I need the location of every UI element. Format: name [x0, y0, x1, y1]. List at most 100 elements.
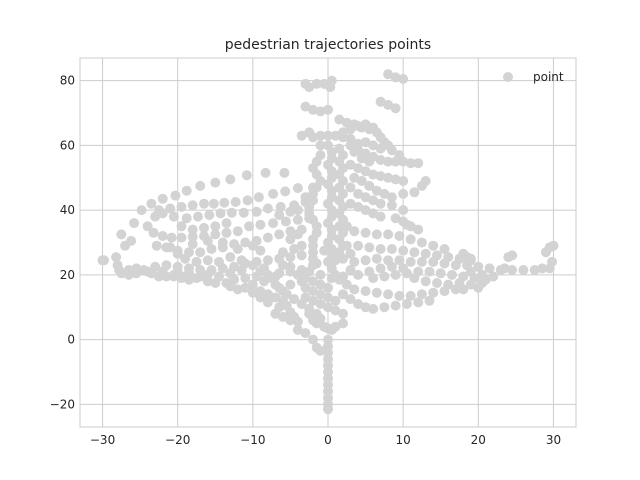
data-point: [168, 211, 179, 222]
y-tick-label: 20: [60, 268, 75, 282]
data-point: [289, 244, 300, 254]
legend: point: [503, 70, 564, 84]
data-point: [150, 261, 161, 272]
legend-label-point: point: [533, 70, 564, 84]
data-point: [187, 200, 198, 211]
data-point: [225, 174, 236, 185]
data-point: [345, 124, 356, 135]
data-point: [308, 334, 318, 345]
data-point: [338, 271, 348, 282]
data-point: [166, 232, 177, 243]
data-point: [262, 289, 273, 300]
data-point: [311, 258, 322, 269]
data-point: [259, 263, 270, 274]
data-point: [360, 205, 371, 216]
data-point: [208, 198, 219, 209]
data-point: [428, 287, 439, 298]
data-point: [375, 171, 386, 182]
data-point: [157, 231, 168, 241]
data-point: [296, 276, 307, 287]
data-point: [364, 242, 375, 253]
data-point: [195, 247, 206, 258]
chart-title: pedestrian trajectories points: [225, 37, 431, 53]
data-point: [375, 198, 386, 209]
data-point: [341, 240, 352, 251]
data-point: [323, 404, 333, 415]
data-point: [180, 253, 191, 264]
data-point: [420, 176, 431, 186]
data-point: [315, 130, 326, 141]
data-point: [353, 269, 364, 280]
data-point: [191, 256, 202, 267]
data-point: [242, 195, 253, 206]
data-point: [225, 252, 236, 263]
data-point: [168, 269, 179, 280]
data-point: [277, 260, 288, 271]
data-point: [315, 269, 326, 280]
data-point: [405, 290, 416, 301]
data-point: [386, 192, 397, 203]
data-point: [232, 244, 243, 254]
data-point: [390, 103, 401, 114]
data-point: [420, 276, 431, 287]
data-point: [199, 198, 209, 209]
data-point: [507, 250, 518, 261]
data-point: [300, 292, 311, 303]
data-point: [353, 138, 364, 149]
data-point: [285, 279, 296, 290]
data-point: [210, 221, 221, 232]
data-point: [360, 255, 371, 266]
data-point: [390, 269, 401, 280]
data-point: [202, 269, 213, 280]
data-point: [268, 218, 279, 229]
data-point: [405, 221, 416, 232]
data-point: [142, 221, 153, 232]
data-point: [383, 156, 394, 167]
data-point: [379, 271, 390, 282]
data-point: [323, 104, 333, 115]
data-point: [292, 214, 303, 225]
data-point: [386, 200, 397, 211]
data-point: [383, 229, 394, 240]
data-point: [270, 271, 281, 282]
data-point: [345, 198, 356, 209]
data-point: [473, 261, 484, 272]
data-point: [341, 279, 352, 290]
data-point: [251, 206, 262, 217]
data-point: [195, 180, 206, 191]
data-point: [383, 99, 394, 110]
data-point: [240, 237, 251, 248]
data-point: [405, 256, 416, 267]
data-point: [315, 289, 326, 300]
data-point: [360, 286, 371, 297]
y-tick-label: 60: [60, 138, 75, 152]
data-point: [368, 122, 379, 133]
data-point: [529, 265, 540, 275]
data-point: [349, 146, 360, 157]
data-point: [386, 261, 397, 272]
data-point: [247, 279, 258, 290]
data-point: [371, 287, 382, 298]
data-point: [214, 271, 224, 282]
data-point: [360, 302, 371, 313]
data-point: [518, 265, 529, 275]
data-point: [238, 207, 249, 218]
data-point: [356, 176, 367, 186]
data-point: [260, 167, 271, 178]
data-point: [409, 187, 420, 198]
data-point: [210, 177, 221, 188]
data-point: [296, 250, 307, 261]
data-point: [165, 242, 176, 253]
data-point: [176, 221, 187, 232]
data-point: [330, 255, 341, 266]
data-point: [398, 216, 409, 227]
data-point: [236, 265, 247, 275]
data-point: [386, 145, 397, 156]
data-point: [285, 261, 296, 272]
data-point: [420, 248, 431, 259]
data-point: [308, 182, 318, 193]
data-point: [296, 130, 307, 141]
data-point: [206, 244, 217, 254]
data-point: [353, 188, 364, 199]
data-point: [439, 244, 450, 254]
